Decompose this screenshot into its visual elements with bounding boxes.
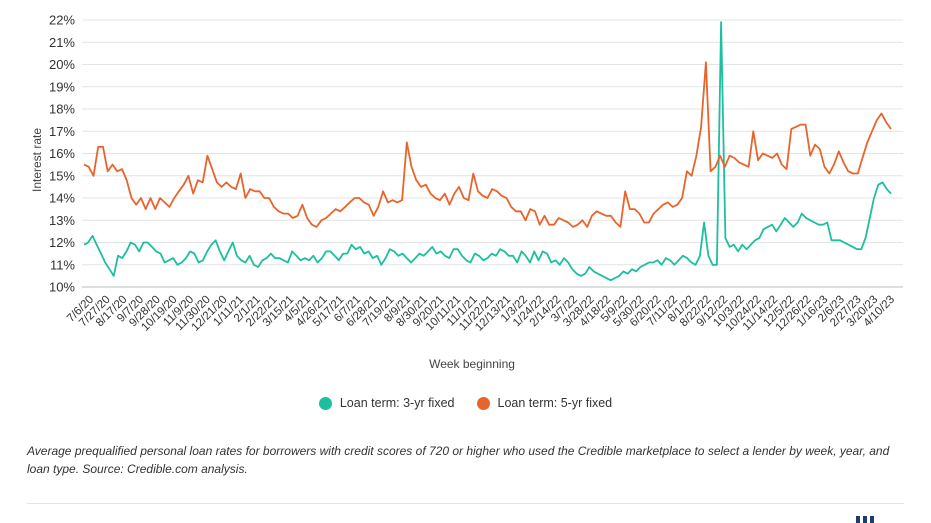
footer-divider [27,503,904,504]
gridlines [82,19,903,288]
y-axis-title: Interest rate [30,128,44,192]
y-tick-label: 19% [49,79,75,94]
y-tick-label: 10% [49,280,75,295]
x-axis-ticks: 7/6/207/27/208/17/209/7/209/28/2010/19/2… [65,294,897,334]
chart-caption: Average prequalified personal loan rates… [27,444,890,476]
series-lines [83,21,892,282]
legend-label-5yr: Loan term: 5-yr fixed [497,396,613,410]
y-tick-label: 13% [49,213,75,228]
legend-swatch-3yr [318,396,332,410]
y-tick-label: 15% [49,168,75,183]
legend-item-3yr[interactable]: Loan term: 3-yr fixed [318,396,455,410]
legend: Loan term: 3-yr fixed Loan term: 5-yr fi… [0,396,931,410]
brand-logo-icon [856,516,874,523]
legend-swatch-5yr [476,396,490,410]
y-tick-label: 11% [50,257,75,272]
legend-label-3yr: Loan term: 3-yr fixed [339,396,455,410]
y-tick-label: 18% [49,102,75,117]
legend-item-5yr[interactable]: Loan term: 5-yr fixed [476,396,613,410]
y-tick-label: 20% [49,57,75,72]
y-tick-label: 22% [49,13,75,28]
y-tick-label: 21% [49,35,75,50]
series-line-3yr [83,21,892,282]
y-tick-label: 16% [49,146,75,161]
series-line-5yr [83,61,892,228]
y-tick-label: 12% [49,235,75,250]
y-tick-label: 14% [49,191,75,206]
y-tick-label: 17% [49,124,75,139]
y-axis-ticks: 10% 11% 12% 13% 14% 15% 16% 17% 18% 19% 20% 21% 22% [49,13,75,295]
line-chart: 10%11%12%13%14%15%16%17%18%19%20%21%22% … [30,13,903,371]
x-axis-title: Week beginning [429,357,515,371]
